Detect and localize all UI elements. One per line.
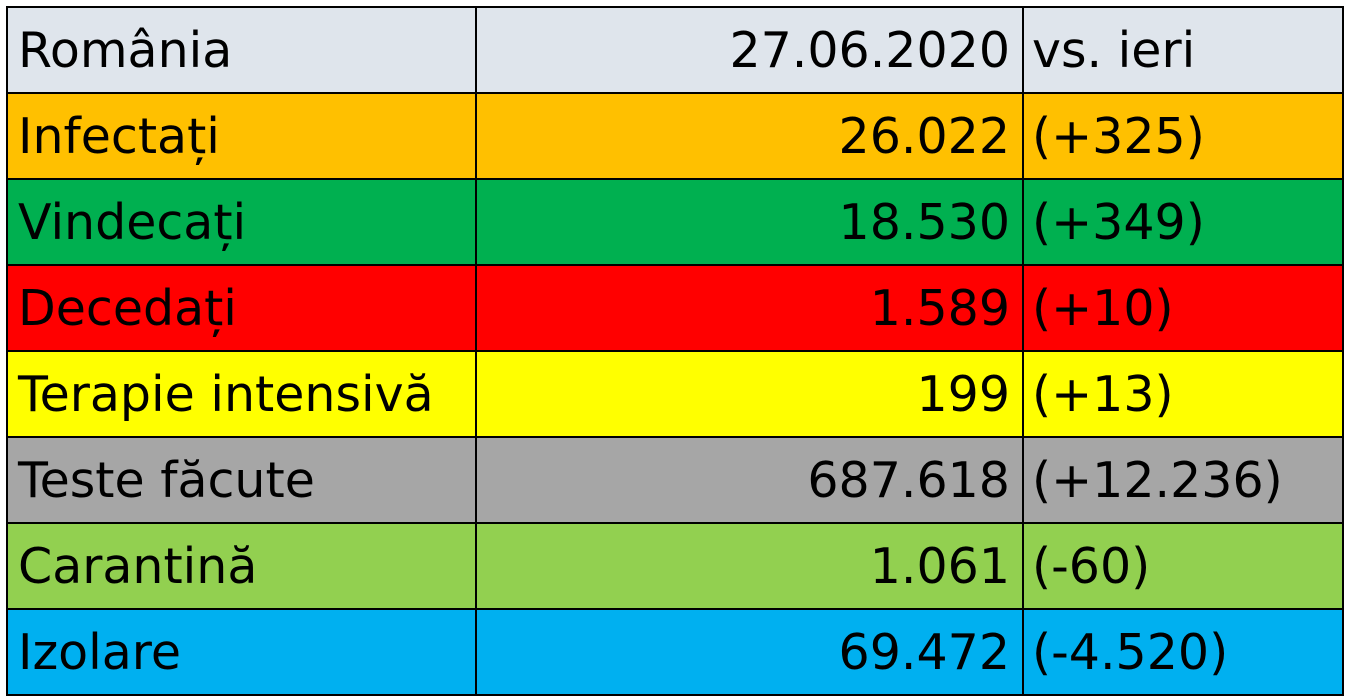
row-label: Carantină bbox=[6, 522, 477, 610]
row-delta: (-60) bbox=[1022, 522, 1344, 610]
row-delta: (+12.236) bbox=[1022, 436, 1344, 524]
row-value: 18.530 bbox=[475, 178, 1024, 266]
row-decedati: Decedați 1.589 (+10) bbox=[6, 264, 1344, 352]
row-carantina: Carantină 1.061 (-60) bbox=[6, 522, 1344, 610]
row-delta: (+349) bbox=[1022, 178, 1344, 266]
row-izolare: Izolare 69.472 (-4.520) bbox=[6, 608, 1344, 696]
header-row: România 27.06.2020 vs. ieri bbox=[6, 6, 1344, 94]
row-value: 1.589 bbox=[475, 264, 1024, 352]
header-date: 27.06.2020 bbox=[475, 6, 1024, 94]
row-delta: (+13) bbox=[1022, 350, 1344, 438]
header-country: România bbox=[6, 6, 477, 94]
row-label: Teste făcute bbox=[6, 436, 477, 524]
row-delta: (+10) bbox=[1022, 264, 1344, 352]
row-terapie-intensiva: Terapie intensivă 199 (+13) bbox=[6, 350, 1344, 438]
row-delta: (-4.520) bbox=[1022, 608, 1344, 696]
row-delta: (+325) bbox=[1022, 92, 1344, 180]
row-label: Decedați bbox=[6, 264, 477, 352]
header-comparison: vs. ieri bbox=[1022, 6, 1344, 94]
row-label: Izolare bbox=[6, 608, 477, 696]
row-value: 687.618 bbox=[475, 436, 1024, 524]
row-teste-facute: Teste făcute 687.618 (+12.236) bbox=[6, 436, 1344, 524]
row-infectati: Infectați 26.022 (+325) bbox=[6, 92, 1344, 180]
stats-table-container: România 27.06.2020 vs. ieri Infectați 26… bbox=[6, 6, 1344, 696]
row-label: Infectați bbox=[6, 92, 477, 180]
row-value: 69.472 bbox=[475, 608, 1024, 696]
row-value: 1.061 bbox=[475, 522, 1024, 610]
row-vindecati: Vindecați 18.530 (+349) bbox=[6, 178, 1344, 266]
row-value: 199 bbox=[475, 350, 1024, 438]
covid-stats-table: România 27.06.2020 vs. ieri Infectați 26… bbox=[6, 6, 1344, 696]
row-value: 26.022 bbox=[475, 92, 1024, 180]
row-label: Vindecați bbox=[6, 178, 477, 266]
row-label: Terapie intensivă bbox=[6, 350, 477, 438]
